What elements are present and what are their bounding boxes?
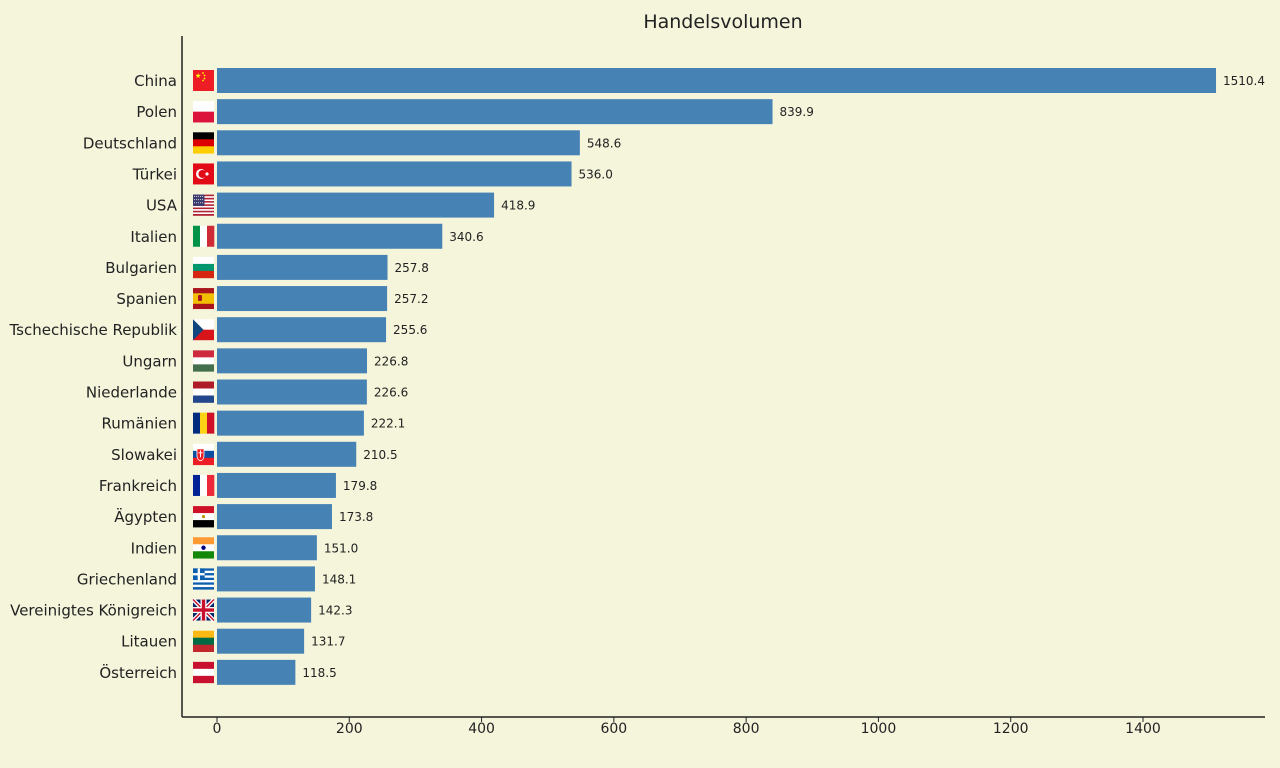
x-tick-label: 0	[213, 721, 222, 737]
bar	[217, 535, 317, 561]
bar	[217, 254, 388, 280]
category-label: Deutschland	[83, 134, 177, 152]
category-label: Litauen	[121, 633, 177, 651]
value-label: 173.8	[339, 510, 373, 524]
bar	[217, 68, 1217, 93]
x-tick-label: 600	[600, 721, 627, 737]
category-label: Vereinigtes Königreich	[10, 602, 177, 620]
value-label: 210.5	[363, 448, 397, 462]
category-label: Frankreich	[99, 477, 177, 495]
value-label: 1510.4	[1223, 74, 1265, 88]
china-flag-icon: ★	[193, 70, 214, 91]
value-label: 255.6	[393, 323, 427, 337]
spain-flag-icon	[193, 288, 214, 310]
bar	[217, 472, 336, 498]
czech-republic-flag-icon	[193, 319, 214, 341]
category-label: USA	[146, 197, 178, 215]
category-label: Slowakei	[111, 446, 177, 464]
value-label: 226.6	[374, 386, 408, 400]
bar	[217, 597, 312, 623]
value-label: 257.2	[394, 292, 428, 306]
bar	[217, 130, 580, 156]
bar	[217, 628, 305, 654]
bar	[217, 161, 572, 187]
bar	[217, 223, 443, 249]
bar	[217, 286, 388, 312]
lithuania-flag-icon	[193, 630, 214, 652]
x-tick-label: 1200	[993, 721, 1029, 737]
hungary-flag-icon	[193, 350, 214, 372]
category-label: Österreich	[99, 663, 177, 682]
category-label: Italien	[130, 228, 177, 246]
category-label: Tschechische Republik	[8, 321, 177, 339]
greece-flag-icon	[193, 568, 214, 590]
x-tick-label: 800	[733, 721, 760, 737]
bar	[217, 192, 495, 218]
germany-flag-icon	[193, 132, 214, 154]
axes	[181, 36, 1265, 718]
italy-flag-icon	[193, 225, 215, 247]
value-label: 257.8	[395, 261, 429, 275]
bar	[217, 99, 773, 125]
bulgaria-flag-icon	[193, 256, 214, 279]
value-label: 226.8	[374, 354, 408, 368]
x-tick-label: 1000	[861, 721, 897, 737]
value-label: 142.3	[318, 604, 352, 618]
flags-layer: ★	[191, 70, 216, 684]
turkey-flag-icon	[193, 163, 214, 185]
category-label: Indien	[131, 539, 177, 557]
value-label: 548.6	[587, 136, 621, 150]
value-label: 131.7	[311, 635, 345, 649]
value-label: 151.0	[324, 541, 358, 555]
poland-flag-icon	[193, 101, 214, 123]
bar	[217, 410, 364, 436]
x-tick-label: 1400	[1125, 721, 1161, 737]
slovakia-flag-icon	[193, 443, 214, 466]
value-label: 222.1	[371, 417, 405, 431]
bar	[217, 348, 368, 374]
value-label: 148.1	[322, 572, 356, 586]
category-label: Türkei	[132, 165, 177, 183]
value-label: 536.0	[579, 167, 613, 181]
svg-text:★: ★	[195, 72, 201, 80]
romania-flag-icon	[193, 412, 215, 434]
bars-layer	[217, 68, 1217, 685]
x-tick-label: 200	[336, 721, 363, 737]
category-label: Bulgarien	[105, 259, 177, 277]
x-tick-label: 400	[468, 721, 495, 737]
bar	[217, 441, 357, 467]
category-label: Niederlande	[86, 384, 177, 402]
bar	[217, 504, 332, 530]
india-flag-icon	[193, 537, 214, 559]
austria-flag-icon	[193, 661, 214, 684]
category-label: Griechenland	[77, 570, 177, 588]
chart-title: Handelsvolumen	[643, 11, 802, 33]
category-label: Ungarn	[122, 352, 177, 370]
category-label: Spanien	[116, 290, 177, 308]
bar	[217, 566, 315, 592]
value-label: 839.9	[780, 105, 814, 119]
category-labels: China Polen Deutschland Türkei USA Italien Bul…	[8, 72, 177, 682]
netherlands-flag-icon	[193, 381, 214, 403]
x-axis-ticks: 0 200 400 600 800 1000 1200 1400	[213, 717, 1161, 737]
bar	[217, 379, 367, 405]
bar	[217, 317, 387, 343]
category-label: Polen	[136, 103, 177, 121]
usa-flag-icon	[193, 194, 214, 216]
category-label: Rumänien	[102, 415, 177, 433]
value-label: 179.8	[343, 479, 377, 493]
france-flag-icon	[193, 474, 215, 496]
value-label: 118.5	[302, 666, 336, 680]
value-label: 340.6	[449, 230, 483, 244]
egypt-flag-icon	[193, 506, 214, 528]
category-label: China	[134, 72, 177, 90]
bar	[217, 659, 296, 685]
value-label: 418.9	[501, 199, 535, 213]
category-label: Ägypten	[114, 507, 177, 526]
united-kingdom-flag-icon	[191, 598, 216, 622]
value-labels: 1510.4 839.9 548.6 536.0 418.9 340.6 257.8 257.…	[302, 74, 1265, 680]
